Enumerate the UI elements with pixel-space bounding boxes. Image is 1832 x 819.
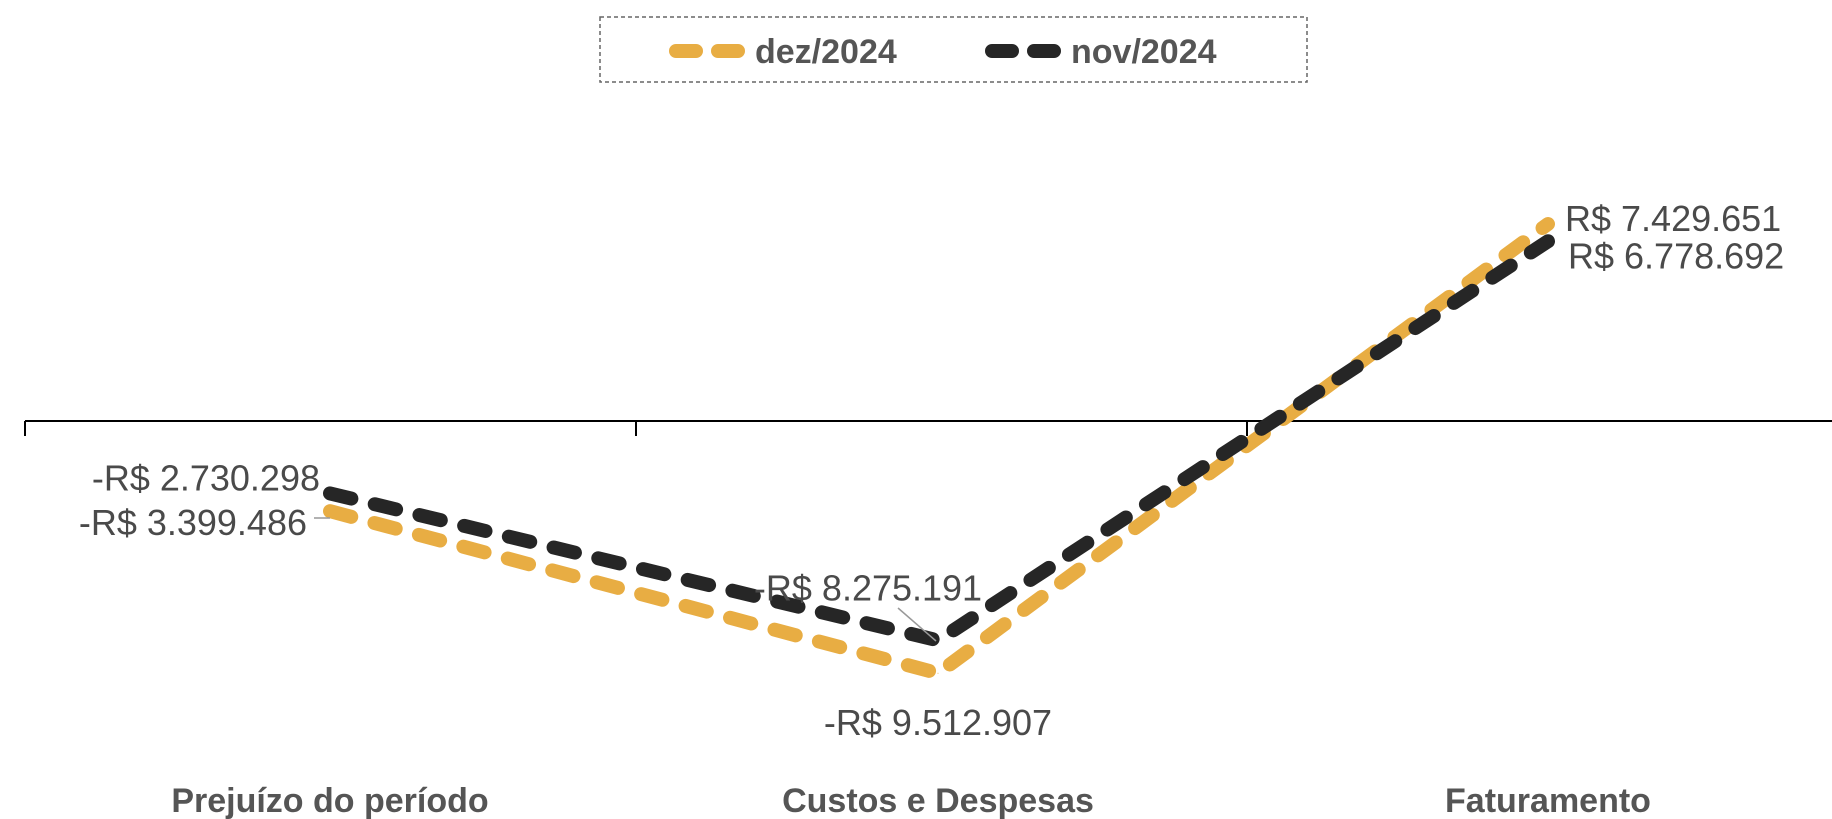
legend-label: dez/2024 [755,33,897,71]
data-point [329,510,331,512]
data-point [937,639,939,641]
data-point [1547,240,1549,242]
data-labels: -R$ 3.399.486 -R$ 9.512.907 R$ 7.429.651 -R… [79,198,1784,743]
category-label: Custos e Despesas [782,782,1094,819]
category-label: Prejuízo do período [171,782,488,819]
data-label: R$ 7.429.651 [1565,198,1781,239]
series-line [323,217,1555,681]
label-leader-line [897,607,937,642]
data-point [329,492,331,494]
data-label: -R$ 3.399.486 [79,502,307,543]
series-layer [323,217,1555,681]
x-axis [24,420,1832,436]
data-label: -R$ 2.730.298 [92,457,320,498]
legend: dez/2024 nov/2024 [599,16,1308,83]
category-labels: Prejuízo do período Custos e Despesas Fatu… [171,782,1651,819]
data-label: -R$ 9.512.907 [824,702,1052,743]
data-point [937,672,939,674]
data-point [1547,223,1549,225]
legend-label: nov/2024 [1071,33,1217,71]
data-label: -R$ 8.275.191 [754,567,982,608]
data-label: R$ 6.778.692 [1568,235,1784,276]
category-label: Faturamento [1445,782,1651,819]
